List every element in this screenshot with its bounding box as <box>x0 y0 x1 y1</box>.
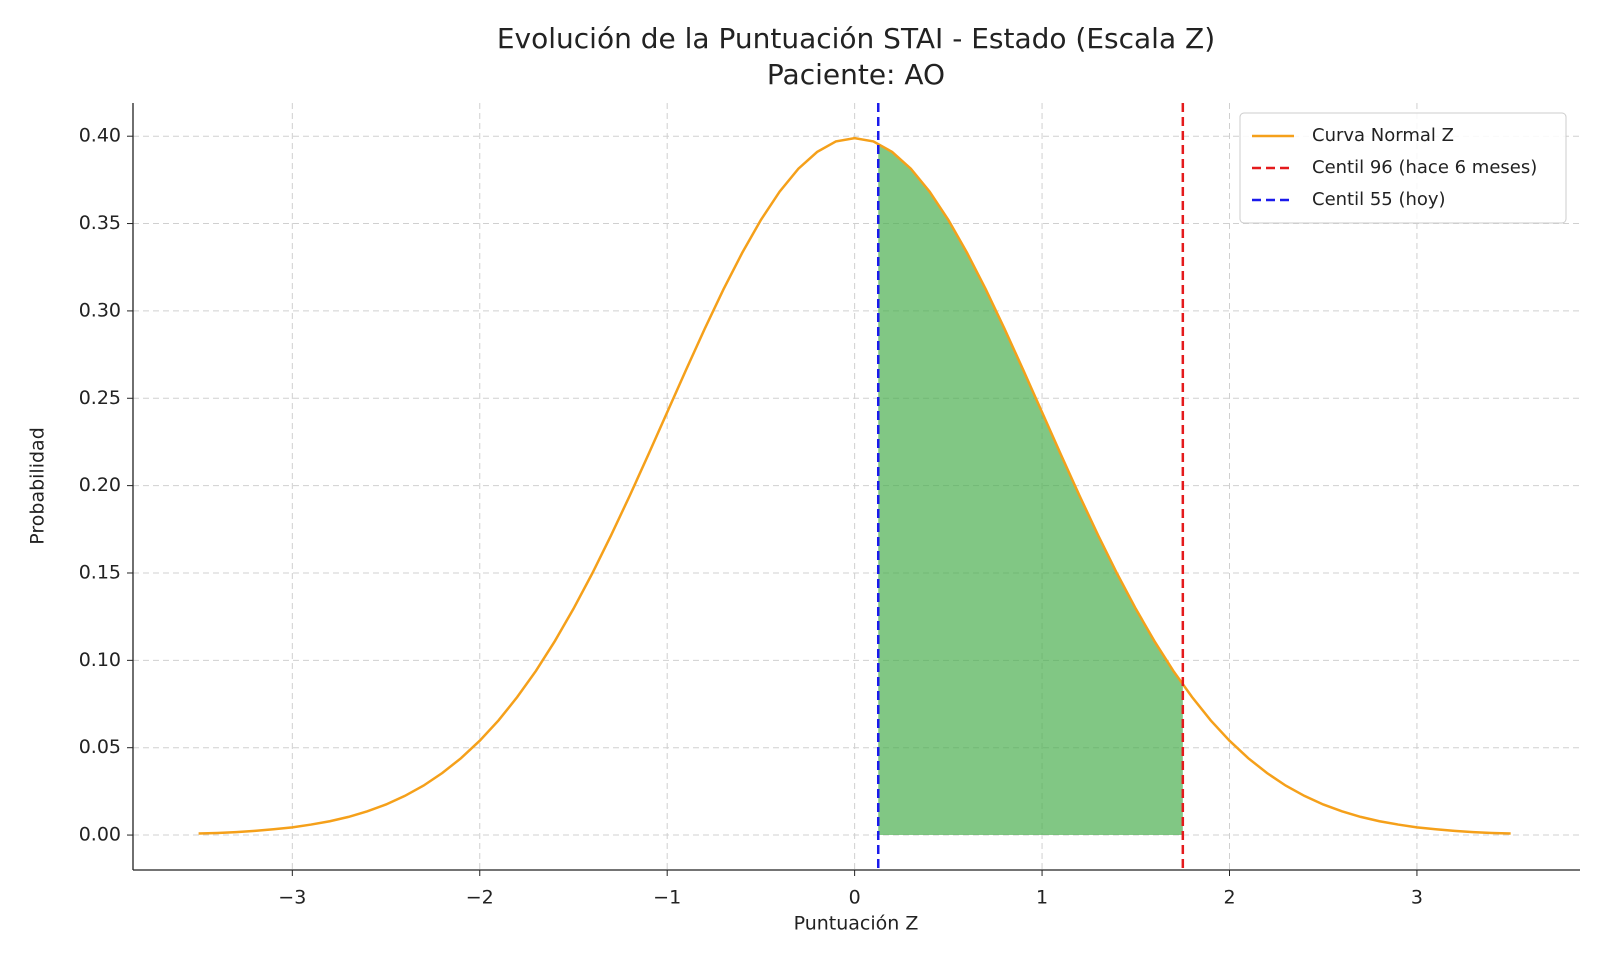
x-axis-label: Puntuación Z <box>794 913 919 935</box>
y-tick-label: 0.15 <box>79 561 121 583</box>
y-axis-label: Probabilidad <box>27 427 49 545</box>
y-tick-label: 0.00 <box>79 824 121 846</box>
y-tick-label: 0.20 <box>79 474 121 496</box>
x-tick-label: −3 <box>278 887 306 909</box>
y-tick-label: 0.05 <box>79 736 121 758</box>
x-tick-label: 2 <box>1223 887 1235 909</box>
x-tick-label: −2 <box>466 887 494 909</box>
x-tick-label: 3 <box>1411 887 1423 909</box>
curve <box>198 136 1511 835</box>
x-tick-label: −1 <box>653 887 681 909</box>
legend-label: Centil 55 (hoy) <box>1312 189 1446 210</box>
y-tick-label: 0.25 <box>79 387 121 409</box>
y-tick-label: 0.35 <box>79 212 121 234</box>
legend: Curva Normal Z Centil 96 (hace 6 meses) Ce… <box>1239 112 1567 224</box>
shaded-area <box>878 144 1183 836</box>
y-tick-label: 0.30 <box>79 299 121 321</box>
legend-label: Centil 96 (hace 6 meses) <box>1312 157 1537 178</box>
x-tick-label: 0 <box>849 887 861 909</box>
y-tick-label: 0.40 <box>79 125 121 147</box>
x-tick-label: 1 <box>1036 887 1048 909</box>
chart-title: Evolución de la Puntuación STAI - Estado… <box>497 22 1215 55</box>
legend-box <box>1239 112 1567 224</box>
y-tick-label: 0.10 <box>79 649 121 671</box>
legend-label: Curva Normal Z <box>1312 125 1454 146</box>
chart-subtitle: Paciente: AO <box>767 58 945 91</box>
